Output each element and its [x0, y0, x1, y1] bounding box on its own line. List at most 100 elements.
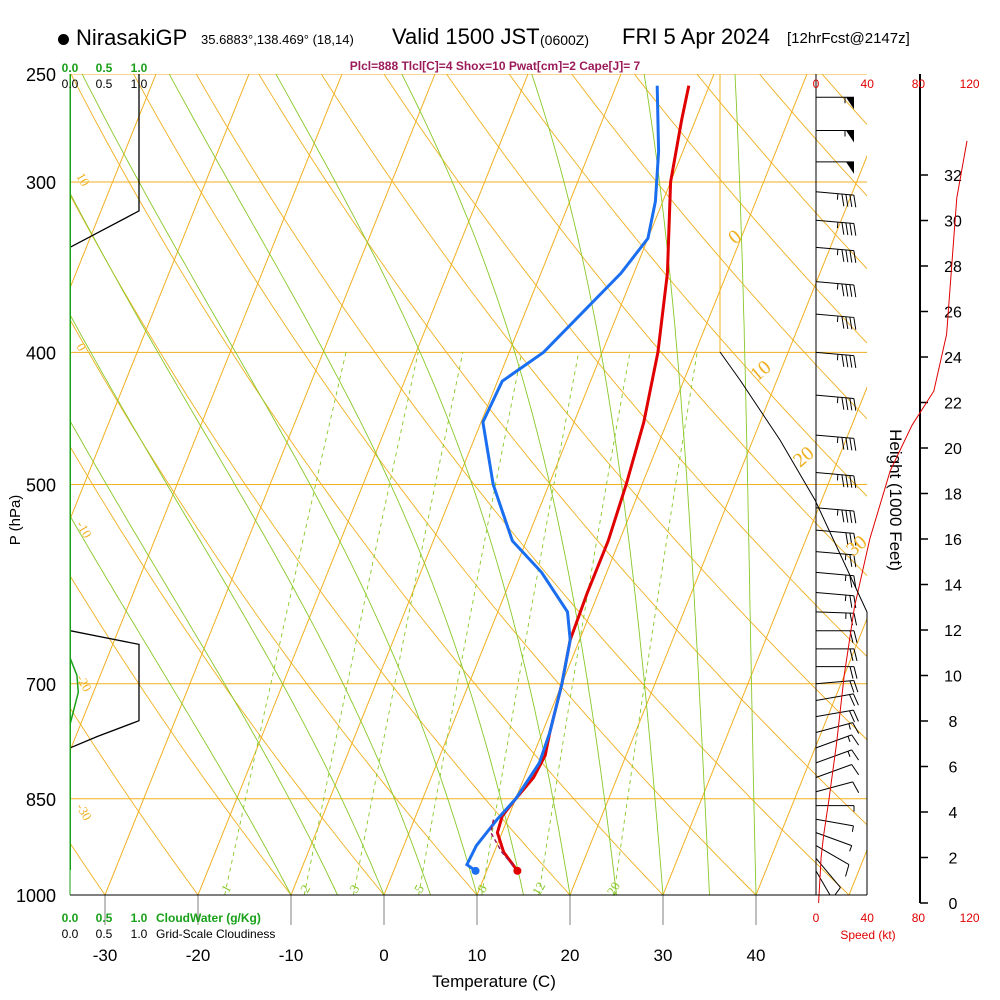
isotherm-line — [70, 74, 157, 290]
isotherm-label: 10 — [73, 170, 92, 189]
height-tick-label: 28 — [944, 259, 962, 276]
speed-axis-title: Speed (kt) — [840, 928, 895, 942]
mixing-ratio-line — [352, 352, 464, 895]
surface-temperature-dot — [513, 866, 522, 875]
height-tick-label: 26 — [944, 305, 962, 322]
wind-area-boundary — [719, 351, 868, 895]
height-tick-label: 22 — [944, 396, 962, 413]
theta-label: 10 — [746, 356, 775, 386]
station-name: NirasakiGP — [76, 25, 188, 50]
wind-barb — [815, 472, 857, 489]
isotherm-line — [662, 386, 867, 895]
mixing-ratio-line — [224, 352, 347, 895]
isotherm-label: -10 — [73, 518, 95, 541]
dry-adiabat — [571, 74, 867, 420]
wind-barb — [815, 749, 860, 764]
cloudiness-tick-bottom: 1.0 — [131, 927, 148, 941]
isotherm-label: -30 — [73, 801, 95, 824]
wind-barb — [815, 722, 860, 734]
cloudwater-tick-bottom: 1.0 — [131, 911, 148, 925]
dry-adiabat — [446, 74, 867, 577]
isotherm-label: 0 — [73, 340, 89, 353]
dry-adiabat — [633, 74, 867, 344]
temperature-tick-label: -30 — [93, 946, 118, 965]
mixing-ratio-line — [538, 352, 631, 895]
isotherm-line — [755, 617, 867, 895]
wind-barb — [815, 351, 857, 368]
cloudiness-profile — [70, 74, 140, 749]
dry-adiabat — [70, 74, 664, 895]
wind-barb — [815, 191, 857, 208]
pressure-tick-label: 1000 — [16, 886, 56, 906]
wind-barb — [815, 507, 857, 524]
wind-barb — [815, 313, 857, 330]
dry-adiabat — [320, 74, 867, 741]
moist-adiabat — [70, 514, 292, 895]
wind-barb — [815, 246, 857, 263]
wind-barb — [816, 129, 854, 143]
height-tick-label: 12 — [944, 623, 962, 640]
speed-tick-bottom: 120 — [960, 911, 980, 925]
wind-barb — [815, 709, 859, 723]
dewpoint-profile — [464, 85, 661, 873]
dry-adiabat — [70, 706, 199, 895]
dry-adiabat — [258, 74, 867, 826]
moist-adiabat — [275, 74, 571, 895]
wind-barb — [815, 845, 850, 877]
temperature-tick-label: 10 — [468, 946, 487, 965]
dry-adiabat — [70, 445, 385, 895]
moist-adiabat — [70, 313, 385, 895]
mixing-ratio-label: 3 — [346, 882, 362, 895]
speed-tick-bottom: 40 — [861, 911, 875, 925]
height-tick-label: 6 — [949, 760, 958, 777]
forecast-info: [12hrFcst@2147z] — [787, 30, 910, 47]
temperature-tick-label: 30 — [654, 946, 673, 965]
station-coords: 35.6883°,138.469° (18,14) — [201, 32, 354, 47]
moist-adiabat — [168, 74, 524, 895]
wind-barb — [815, 734, 860, 749]
mixing-ratio-label: 12 — [529, 879, 548, 898]
wind-barb — [815, 551, 857, 568]
cloudiness-tick-bottom: 0.0 — [62, 927, 79, 941]
surface-dewpoint-dot — [471, 866, 480, 875]
height-axis-title: Height (1000 Feet) — [886, 429, 905, 571]
wind-barb — [816, 96, 854, 110]
moist-adiabat — [734, 74, 757, 895]
height-tick-label: 32 — [944, 168, 962, 185]
cloudwater-tick-top: 0.5 — [96, 61, 113, 75]
cloudiness-tick-bottom: 0.5 — [96, 927, 113, 941]
isotherm-line — [476, 74, 808, 895]
pressure-tick-label: 250 — [26, 65, 56, 85]
wind-barb — [815, 870, 831, 895]
indices-line: Plcl=888 Tlcl[C]=4 Shox=10 Pwat[cm]=2 Ca… — [350, 59, 641, 73]
moist-adiabat — [70, 192, 431, 895]
pressure-axis-title: P (hPa) — [7, 495, 24, 546]
temperature-axis-title: Temperature (C) — [432, 972, 556, 991]
wind-barb — [815, 219, 857, 236]
temperature-tick-label: -10 — [279, 946, 304, 965]
isotherm-line — [848, 848, 867, 895]
valid-date: FRI 5 Apr 2024 — [622, 24, 770, 49]
dry-adiabat — [383, 74, 867, 658]
parcel-profile — [490, 819, 518, 872]
height-tick-label: 20 — [944, 441, 962, 458]
speed-tick-top: 120 — [960, 77, 980, 91]
wind-barb — [815, 818, 854, 832]
height-tick-label: 0 — [949, 896, 958, 913]
pressure-tick-label: 700 — [26, 675, 56, 695]
pressure-tick-label: 300 — [26, 173, 56, 193]
speed-tick-top: 80 — [912, 77, 926, 91]
temperature-profile — [495, 85, 691, 872]
wind-barb — [815, 529, 857, 546]
wind-barb — [815, 571, 857, 589]
wind-barb — [816, 648, 858, 662]
moist-adiabat — [70, 419, 338, 895]
title-bar: NirasakiGP 35.6883°,138.469° (18,14) Val… — [0, 24, 1000, 58]
mixing-ratio-line — [418, 352, 523, 895]
wind-barb — [815, 611, 858, 626]
height-tick-label: 14 — [944, 578, 962, 595]
dry-adiabat — [195, 74, 850, 895]
wind-barb — [815, 679, 859, 693]
station-dot-icon — [58, 34, 69, 45]
